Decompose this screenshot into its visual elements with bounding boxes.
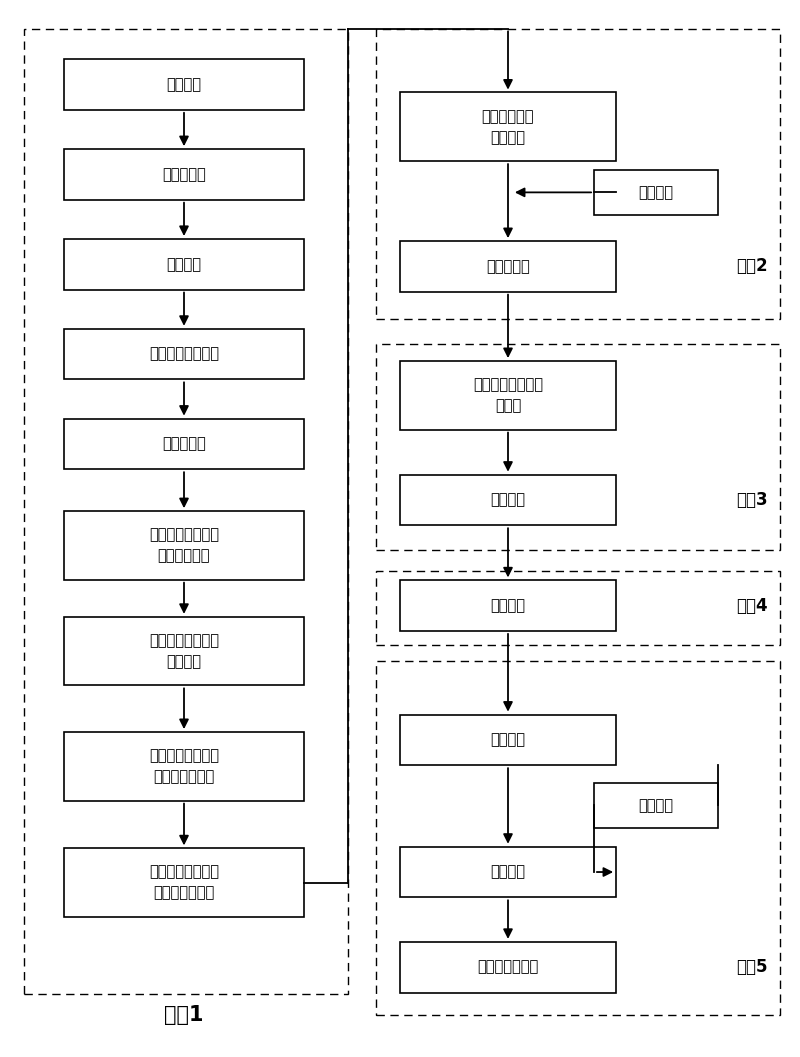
Bar <box>64 59 304 110</box>
Bar <box>64 848 304 916</box>
Text: 固化成型: 固化成型 <box>490 865 526 879</box>
Text: 调压缓冲: 调压缓冲 <box>490 598 526 613</box>
Bar <box>594 170 718 215</box>
Text: 裁剪铺放增强材料: 裁剪铺放增强材料 <box>149 347 219 361</box>
Text: 步骤4: 步骤4 <box>736 596 768 615</box>
Bar <box>400 847 616 897</box>
Text: 设置模腔中注胶口
和抽气口: 设置模腔中注胶口 和抽气口 <box>149 633 219 669</box>
Text: 第二层真空袋膜密
封并检测气密性: 第二层真空袋膜密 封并检测气密性 <box>149 865 219 901</box>
Text: 步骤1: 步骤1 <box>164 1005 204 1024</box>
Bar <box>400 241 616 292</box>
Text: 喷涂胶衣: 喷涂胶衣 <box>166 257 202 272</box>
Text: 清理模具: 清理模具 <box>166 77 202 92</box>
Text: 步骤2: 步骤2 <box>736 257 768 276</box>
Text: 自动抽取树脂
和固化剂: 自动抽取树脂 和固化剂 <box>482 109 534 145</box>
Bar <box>400 580 616 631</box>
Bar <box>24 29 348 994</box>
Text: 脱模及后续清理: 脱模及后续清理 <box>478 960 538 975</box>
Text: 自动计量: 自动计量 <box>638 185 674 200</box>
Bar <box>400 942 616 993</box>
Bar <box>64 329 304 379</box>
Text: 铺覆脱模布: 铺覆脱模布 <box>162 437 206 451</box>
Text: 喷涂脱模剂: 喷涂脱模剂 <box>162 167 206 182</box>
Text: 铺设导流管、导胶
管等辅助材料: 铺设导流管、导胶 管等辅助材料 <box>149 527 219 563</box>
Text: 步骤3: 步骤3 <box>736 490 768 509</box>
Text: 真空灘注: 真空灘注 <box>490 733 526 747</box>
Text: 混胶器混胶: 混胶器混胶 <box>486 259 530 274</box>
Bar <box>376 571 780 645</box>
Bar <box>400 92 616 161</box>
Bar <box>64 419 304 469</box>
Bar <box>594 783 718 828</box>
Bar <box>64 512 304 579</box>
Bar <box>400 475 616 525</box>
Bar <box>376 29 780 319</box>
Bar <box>400 715 616 765</box>
Text: 步骤5: 步骤5 <box>736 958 768 977</box>
Bar <box>376 344 780 550</box>
Bar <box>400 360 616 429</box>
Text: 第一层真空袋膜密
封并检测气密性: 第一层真空袋膜密 封并检测气密性 <box>149 748 219 784</box>
Bar <box>64 149 304 200</box>
Bar <box>64 617 304 685</box>
Bar <box>376 661 780 1015</box>
Text: 保持真空: 保持真空 <box>638 798 674 813</box>
Bar <box>64 731 304 801</box>
Text: 真空脱泡: 真空脱泡 <box>490 493 526 507</box>
Bar <box>64 239 304 290</box>
Text: 混合胶液输送至缓
冲容器: 混合胶液输送至缓 冲容器 <box>473 377 543 413</box>
